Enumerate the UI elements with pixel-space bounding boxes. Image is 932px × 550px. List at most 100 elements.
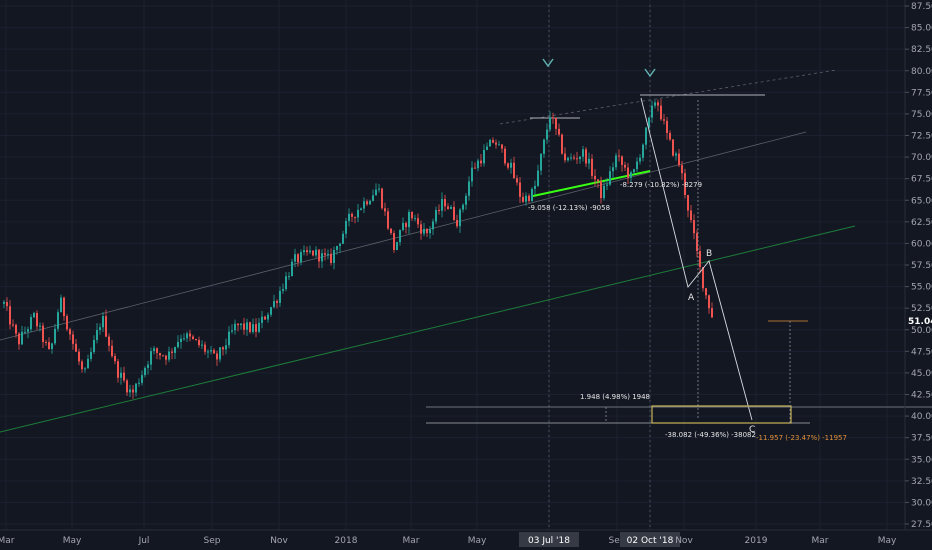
candle-body — [210, 350, 212, 352]
candle-body — [504, 148, 506, 164]
candle-body — [561, 134, 563, 154]
candle-body — [633, 169, 635, 173]
x-tick-label: Jul — [138, 536, 150, 546]
candle-body — [477, 160, 479, 169]
candle-body — [276, 301, 278, 303]
annotation-label: -11.957 (-23.47%) -11957 — [756, 434, 847, 442]
candle-body — [705, 288, 707, 296]
candle-body — [165, 355, 167, 360]
candle-body — [432, 221, 434, 230]
candle-body — [48, 342, 50, 350]
candle-body — [171, 351, 173, 353]
candle-body — [3, 301, 5, 304]
x-tick-label: Sep — [609, 536, 626, 546]
y-tick-label: 57.500 — [911, 261, 932, 271]
candle-body — [144, 367, 146, 376]
candle-body — [264, 316, 266, 320]
candle-body — [624, 164, 626, 168]
candle-body — [423, 228, 425, 234]
candle-body — [609, 171, 611, 185]
candle-body — [540, 153, 542, 171]
candle-body — [654, 102, 656, 106]
candle-body — [189, 333, 191, 337]
candle-body — [285, 276, 287, 290]
y-tick-label: 60.000 — [911, 239, 932, 249]
candle-body — [186, 333, 188, 339]
date-highlight-bg — [519, 532, 579, 547]
candle-body — [648, 117, 650, 128]
candle-body — [711, 308, 713, 318]
candle-body — [441, 199, 443, 211]
candle-body — [9, 306, 11, 325]
candle-body — [333, 250, 335, 263]
wave-label-b: B — [706, 249, 712, 259]
y-tick-label: 75.000 — [911, 110, 932, 120]
candle-body — [243, 323, 245, 330]
candle-body — [198, 339, 200, 346]
y-tick-label: 70.000 — [911, 153, 932, 163]
candle-body — [378, 188, 380, 190]
candle-body — [456, 219, 458, 227]
candle-body — [225, 345, 227, 350]
candle-body — [72, 334, 74, 344]
candle-body — [375, 189, 377, 196]
candle-body — [237, 323, 239, 326]
candle-body — [159, 352, 161, 356]
candle-body — [531, 188, 533, 201]
candle-body — [324, 253, 326, 255]
candle-body — [213, 350, 215, 354]
candle-body — [438, 210, 440, 212]
candle-body — [294, 254, 296, 262]
channel-line-dotted — [499, 69, 837, 125]
candle-body — [453, 206, 455, 220]
y-tick-label: 72.500 — [911, 132, 932, 142]
candle-body — [42, 325, 44, 342]
candle-body — [255, 324, 257, 332]
candle-body — [339, 243, 341, 247]
candle-body — [555, 117, 557, 129]
candle-body — [687, 195, 689, 211]
wave-projection — [426, 97, 932, 424]
y-tick-label: 42.500 — [911, 391, 932, 401]
candle-body — [693, 220, 695, 234]
candle-body — [174, 347, 176, 353]
candle-body — [39, 325, 41, 327]
y-tick-label: 40.000 — [911, 412, 932, 422]
candle-body — [417, 218, 419, 225]
candle-body — [588, 158, 590, 164]
candle-body — [636, 161, 638, 170]
candle-body — [60, 297, 62, 313]
candles — [3, 99, 713, 399]
candle-body — [270, 307, 272, 315]
y-tick-label: 30.000 — [911, 498, 932, 508]
candle-body — [468, 181, 470, 196]
candle-body — [396, 242, 398, 251]
candle-body — [567, 157, 569, 161]
x-tick-label: 2019 — [745, 536, 768, 546]
candle-body — [75, 343, 77, 352]
candle-body — [399, 229, 401, 243]
candle-body — [369, 200, 371, 205]
x-tick-label: May — [63, 536, 82, 546]
candle-body — [342, 233, 344, 244]
candle-body — [666, 120, 668, 133]
candle-body — [591, 158, 593, 176]
candle-body — [675, 153, 677, 156]
candle-body — [147, 364, 149, 368]
candle-body — [366, 201, 368, 205]
candle-body — [51, 343, 53, 350]
candle-body — [630, 172, 632, 178]
candle-body — [357, 209, 359, 218]
candle-body — [387, 211, 389, 229]
candle-body — [18, 333, 20, 345]
peak-marker-oct — [644, 68, 656, 78]
y-axis: 87.500 85.000 82.500 80.000 77.500 75.000 72.5… — [904, 0, 932, 530]
candle-body — [408, 211, 410, 228]
candle-body — [702, 267, 704, 289]
date-highlight-bg — [620, 532, 680, 547]
candle-body — [471, 167, 473, 182]
candle-body — [282, 289, 284, 291]
candle-body — [564, 153, 566, 161]
candle-body — [297, 254, 299, 262]
candle-body — [657, 102, 659, 106]
